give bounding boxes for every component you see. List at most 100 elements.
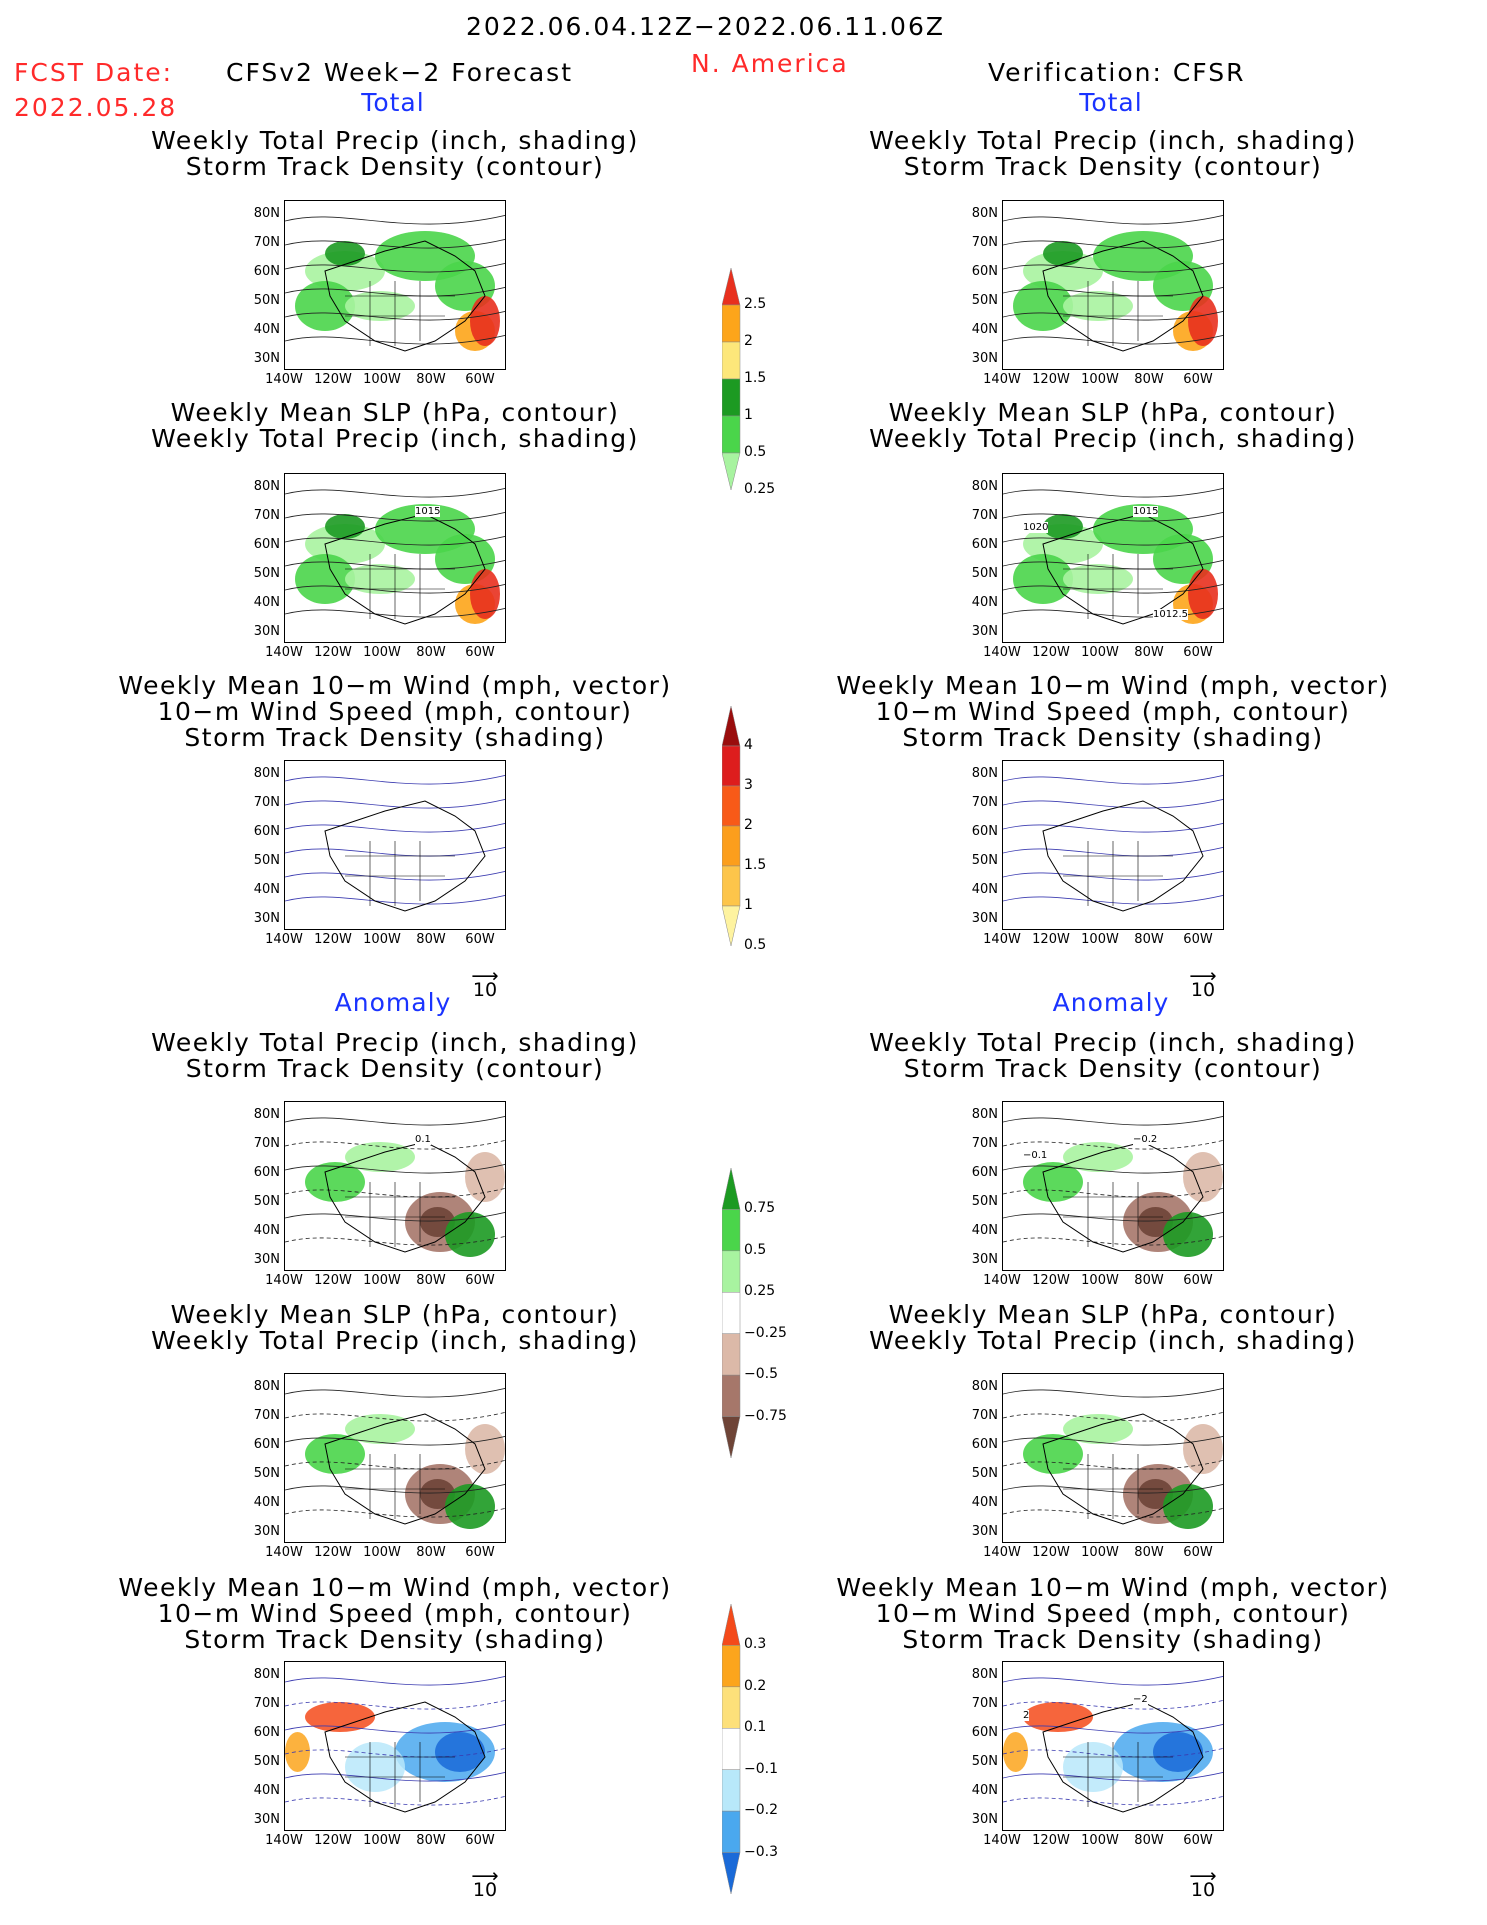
lat-tick-label: 40N	[253, 1783, 280, 1798]
lat-tick-label: 80N	[971, 1107, 998, 1122]
contour-line	[1003, 895, 1223, 905]
lat-tick-label: 70N	[971, 1136, 998, 1151]
contour-line	[1003, 584, 1223, 594]
lat-tick-label: 60N	[971, 1725, 998, 1740]
lat-tick-label: 50N	[971, 293, 998, 308]
lon-tick-label: 140W	[983, 645, 1021, 660]
lat-tick-label: 60N	[253, 1725, 280, 1740]
contour-line	[1003, 871, 1223, 881]
colorbar-swatch	[721, 1769, 741, 1812]
colorbar-swatch	[721, 905, 741, 947]
lon-tick-label: 80W	[1134, 645, 1164, 660]
lat-tick-label: 70N	[253, 508, 280, 523]
contour-line	[285, 560, 505, 570]
anom-shade-4	[1063, 1414, 1133, 1444]
coastline	[324, 1413, 486, 1525]
colorbar-swatch	[721, 865, 741, 907]
lon-tick-label: 80W	[1134, 1545, 1164, 1560]
contour-line	[1003, 287, 1223, 297]
anom-shade-3	[1163, 1212, 1213, 1257]
vf-total-wind-caption: Weekly Mean 10−m Wind (mph, vector) 10−m…	[836, 671, 1390, 752]
contour-line	[1003, 512, 1223, 522]
precip-shade-5	[1043, 241, 1083, 266]
contour-label: −0.2	[1133, 1134, 1158, 1145]
verification-anomaly-label: Anomaly	[1052, 988, 1170, 1017]
anom-shade-4	[345, 1414, 415, 1444]
fc-anom-precip-map: 0.1	[284, 1101, 506, 1271]
contour-line	[285, 847, 505, 857]
lat-tick-label: 80N	[971, 206, 998, 221]
colorbar-swatch	[721, 1416, 741, 1459]
colorbar-label: 1	[744, 407, 753, 423]
lon-tick-label: 120W	[1032, 645, 1070, 660]
state-borders	[1063, 841, 1173, 906]
contour-line	[1003, 536, 1223, 546]
precip-shade-1	[1013, 554, 1073, 604]
colorbar-swatch	[721, 1686, 741, 1729]
contour-line	[1003, 560, 1223, 570]
lat-tick-label: 40N	[253, 1495, 280, 1510]
lon-tick-label: 100W	[363, 372, 401, 387]
contour-line	[1003, 215, 1223, 225]
contour-line	[1003, 1484, 1223, 1494]
colorbar-swatch	[721, 1167, 741, 1210]
state-borders	[345, 1742, 455, 1807]
contour-line	[285, 871, 505, 881]
lat-tick-label: 40N	[253, 322, 280, 337]
state-borders	[1063, 1454, 1173, 1519]
lat-tick-label: 50N	[253, 1754, 280, 1769]
colorbar-swatch	[721, 705, 741, 747]
lon-tick-label: 140W	[265, 932, 303, 947]
lon-tick-label: 140W	[265, 1273, 303, 1288]
contour-line	[1003, 1388, 1223, 1398]
contour-line	[285, 608, 505, 618]
anom-shade-5	[1183, 1152, 1223, 1202]
coastline	[1042, 240, 1204, 352]
lat-tick-label: 80N	[971, 1379, 998, 1394]
lat-tick-label: 60N	[253, 1437, 280, 1452]
vector-scale-fc-total: ⟶ 10	[471, 965, 499, 1001]
contour-line	[285, 1700, 505, 1710]
colorbar-label: 4	[744, 737, 753, 753]
contour-line	[285, 1412, 505, 1422]
lon-tick-label: 60W	[1183, 372, 1213, 387]
coastline	[324, 1701, 486, 1813]
contour-line	[285, 584, 505, 594]
lon-tick-label: 80W	[416, 1273, 446, 1288]
precip-shade-7	[470, 569, 500, 619]
fcst-date-value: 2022.05.28	[14, 93, 178, 122]
contour-line	[1003, 775, 1223, 785]
coastline	[1042, 1413, 1204, 1525]
contour-label: 1015	[415, 506, 441, 517]
contour-line	[285, 1772, 505, 1782]
anom-shade-5	[465, 1152, 505, 1202]
anom-shade-3	[445, 1212, 495, 1257]
contour-line	[285, 799, 505, 809]
lat-tick-label: 30N	[253, 351, 280, 366]
contour-line	[285, 1140, 505, 1150]
lon-tick-label: 60W	[1183, 1273, 1213, 1288]
colorbar-swatch	[721, 785, 741, 827]
lat-tick-label: 40N	[971, 322, 998, 337]
lon-tick-label: 140W	[265, 372, 303, 387]
contour-line	[1003, 1412, 1223, 1422]
precip-shade-3	[345, 291, 415, 321]
lat-tick-label: 60N	[971, 537, 998, 552]
fc-anom-slp-caption: Weekly Mean SLP (hPa, contour) Weekly To…	[151, 1300, 639, 1355]
lat-tick-label: 40N	[253, 595, 280, 610]
fc-total-precip-caption: Weekly Total Precip (inch, shading) Stor…	[151, 126, 639, 181]
colorbar-swatch	[721, 1250, 741, 1293]
precip-shade-5	[325, 514, 365, 539]
lat-tick-label: 40N	[971, 595, 998, 610]
lat-tick-label: 70N	[253, 1408, 280, 1423]
precip-shade-3	[345, 564, 415, 594]
forecast-title: CFSv2 Week−2 Forecast	[226, 58, 573, 87]
lon-tick-label: 80W	[1134, 372, 1164, 387]
lon-tick-label: 60W	[465, 1273, 495, 1288]
fc-total-wind-map	[284, 760, 506, 930]
vf-anom-slp-map	[1002, 1373, 1224, 1543]
precip-shade-3	[1063, 564, 1133, 594]
colorbar-label: 0.3	[744, 1636, 767, 1653]
anom-shade-3	[1163, 1484, 1213, 1529]
vf-total-precip-map	[1002, 200, 1224, 370]
